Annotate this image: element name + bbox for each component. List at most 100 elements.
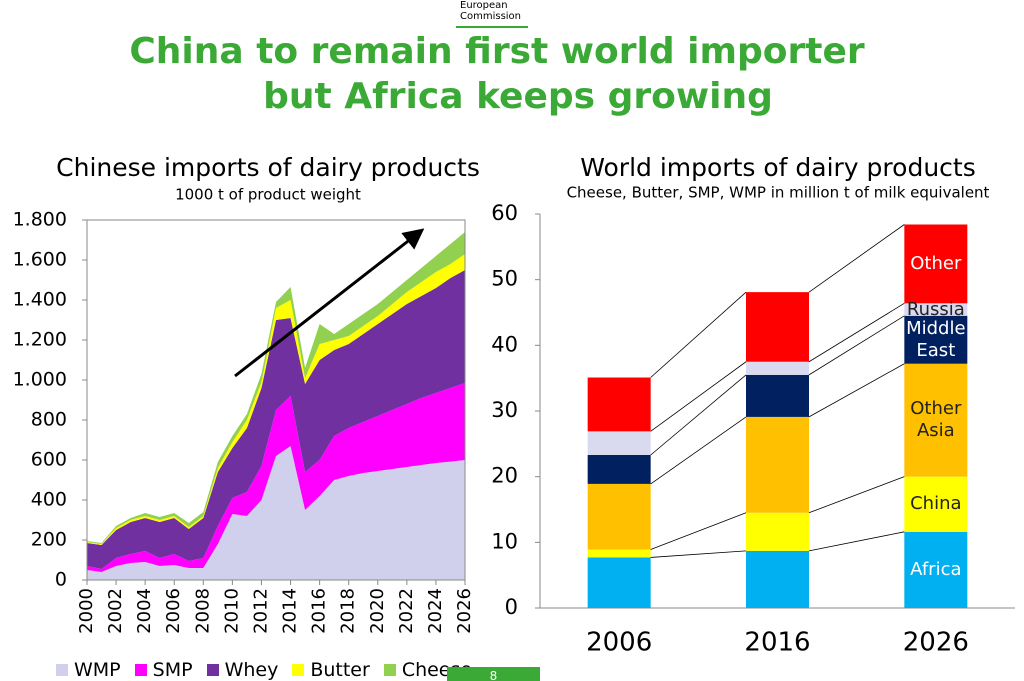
x-tick-label: 2012 xyxy=(250,588,271,634)
segment-label: Other Asia xyxy=(910,398,962,442)
legend-swatch xyxy=(134,664,147,676)
x-tick-label: 2014 xyxy=(280,588,301,634)
x-tick-label: 2022 xyxy=(396,588,417,634)
bar-segment xyxy=(587,483,651,550)
chart-title: Chinese imports of dairy products xyxy=(56,153,480,182)
y-tick-label: 800 xyxy=(31,409,67,431)
bar-segment xyxy=(587,377,651,432)
legend-swatch xyxy=(292,664,305,676)
x-tick-label: 2004 xyxy=(134,588,155,634)
connector xyxy=(808,224,905,293)
y-tick-label: 200 xyxy=(31,529,67,551)
plot-frame xyxy=(86,219,466,581)
area xyxy=(87,446,465,580)
connector xyxy=(808,315,905,376)
bar-segment xyxy=(904,303,968,316)
y-tick-label: 50 xyxy=(491,267,518,291)
y-tick-label: 40 xyxy=(491,332,518,356)
connector xyxy=(650,291,747,378)
y-tick-label: 20 xyxy=(491,464,518,488)
bar-segment xyxy=(904,315,968,364)
legend-item: WMP xyxy=(56,659,121,681)
bar-segment xyxy=(904,531,968,608)
legend-label: Whey xyxy=(224,659,279,681)
bar-segment xyxy=(746,292,809,362)
bar-segment xyxy=(746,361,809,375)
y-tick-label: 0 xyxy=(505,595,518,619)
y-tick-label: 400 xyxy=(31,489,67,511)
x-tick-label: 2010 xyxy=(221,588,242,634)
bar-segment xyxy=(587,557,651,608)
y-tick-label: 60 xyxy=(491,201,518,225)
connector xyxy=(808,302,905,363)
trend-arrow xyxy=(234,228,425,378)
legend: WMP SMP Whey Butter Cheese xyxy=(56,659,472,681)
area xyxy=(87,232,465,544)
x-tick-label: 2018 xyxy=(338,588,359,634)
y-tick-label: 0 xyxy=(55,569,67,591)
legend-swatch xyxy=(56,664,68,676)
bar-segment xyxy=(904,224,968,304)
y-tick-label: 30 xyxy=(491,398,518,422)
page-number: 8 xyxy=(447,667,540,681)
connector xyxy=(808,476,905,514)
connector xyxy=(650,550,747,558)
bar-segment xyxy=(904,476,968,532)
y-tick-label: 1.200 xyxy=(13,329,67,351)
chart-subtitle: Cheese, Butter, SMP, WMP in million t of… xyxy=(567,184,990,202)
y-tick-label: 1.400 xyxy=(13,289,67,311)
legend-item: SMP xyxy=(134,659,193,681)
y-tick-label: 1.000 xyxy=(13,369,67,391)
chart-title: World imports of dairy products xyxy=(580,153,975,182)
connector xyxy=(650,416,747,485)
x-tick-label: 2016 xyxy=(744,628,810,658)
y-tick-label: 1.600 xyxy=(13,249,67,271)
chart-subtitle: 1000 t of product weight xyxy=(175,186,361,204)
segment-label: Russia xyxy=(906,298,965,320)
area xyxy=(87,254,465,545)
bar-segment xyxy=(587,454,651,484)
y-tick-label: 600 xyxy=(31,449,67,471)
x-tick-label: 2020 xyxy=(367,588,388,634)
legend-swatch xyxy=(206,664,219,676)
segment-label: Africa xyxy=(910,558,962,580)
logo-text: Commission xyxy=(460,11,521,22)
bar-segment xyxy=(746,374,809,417)
bar-segment xyxy=(904,363,968,477)
legend-label: SMP xyxy=(152,659,193,681)
slide-title: China to remain first world importer xyxy=(129,31,865,72)
segment-label: Other xyxy=(910,252,962,274)
segment-label: Middle East xyxy=(906,317,966,361)
legend-swatch xyxy=(383,664,396,676)
legend-item: Whey xyxy=(206,659,279,681)
x-tick-label: 2008 xyxy=(192,588,213,634)
x-tick-label: 2026 xyxy=(454,588,475,634)
bar-segment xyxy=(746,512,809,551)
area xyxy=(87,383,465,572)
logo-text: European xyxy=(460,0,508,11)
y-tick-label: 10 xyxy=(491,529,518,553)
bar-segment xyxy=(746,550,809,608)
x-tick-label: 2000 xyxy=(76,588,97,634)
area xyxy=(87,270,465,569)
bar-segment xyxy=(587,431,651,455)
segment-label: China xyxy=(910,493,962,515)
connector xyxy=(808,531,905,552)
connector xyxy=(808,363,905,418)
x-tick-label: 2024 xyxy=(425,588,446,634)
connector xyxy=(650,374,747,456)
legend-label: WMP xyxy=(74,659,121,681)
x-tick-label: 2002 xyxy=(105,588,126,634)
legend-item: Butter xyxy=(292,659,370,681)
legend-label: Butter xyxy=(310,659,370,681)
connector xyxy=(650,512,747,550)
bar-segment xyxy=(587,549,651,558)
connector xyxy=(650,361,747,432)
x-tick-label: 2026 xyxy=(903,628,969,658)
y-tick-label: 1.800 xyxy=(13,209,67,231)
x-tick-label: 2016 xyxy=(309,588,330,634)
x-tick-label: 2006 xyxy=(586,628,652,658)
bar-segment xyxy=(746,416,809,513)
